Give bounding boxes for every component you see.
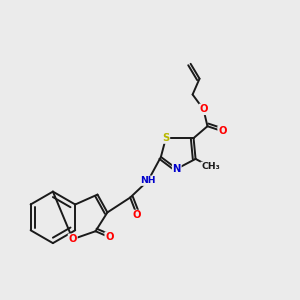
Text: NH: NH [140, 176, 156, 185]
Text: O: O [218, 126, 226, 136]
Text: O: O [105, 232, 114, 242]
Text: S: S [162, 133, 169, 143]
Text: N: N [172, 164, 181, 174]
Text: O: O [133, 210, 141, 220]
Text: O: O [68, 234, 77, 244]
Text: O: O [199, 104, 208, 114]
Text: CH₃: CH₃ [201, 162, 220, 171]
